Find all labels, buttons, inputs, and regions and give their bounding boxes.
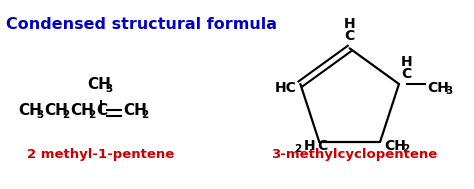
- Text: 3-methylcyclopentene: 3-methylcyclopentene: [272, 148, 438, 160]
- Text: C: C: [345, 29, 355, 43]
- Text: 2: 2: [294, 144, 301, 154]
- Text: Condensed structural formula: Condensed structural formula: [6, 17, 277, 32]
- Text: 2: 2: [63, 110, 70, 120]
- Text: C: C: [401, 67, 411, 81]
- Text: 3: 3: [105, 84, 113, 94]
- Text: CH: CH: [123, 103, 147, 118]
- Text: H: H: [401, 55, 412, 69]
- Text: CH: CH: [18, 103, 43, 118]
- Text: 3: 3: [36, 110, 44, 120]
- Text: CH: CH: [427, 81, 449, 95]
- Text: HC: HC: [274, 81, 296, 95]
- Text: C: C: [317, 139, 328, 153]
- Text: C: C: [96, 103, 108, 118]
- Text: CH: CH: [384, 139, 406, 153]
- Text: 2 methyl-1-pentene: 2 methyl-1-pentene: [27, 148, 174, 160]
- Text: CH: CH: [45, 103, 68, 118]
- Text: 2: 2: [402, 144, 410, 154]
- Text: CH: CH: [87, 77, 111, 92]
- Text: CH: CH: [71, 103, 94, 118]
- Text: 2: 2: [89, 110, 96, 120]
- Text: H: H: [303, 139, 315, 153]
- Text: H: H: [344, 18, 356, 32]
- Text: 2: 2: [141, 110, 148, 120]
- Text: 3: 3: [445, 86, 452, 96]
